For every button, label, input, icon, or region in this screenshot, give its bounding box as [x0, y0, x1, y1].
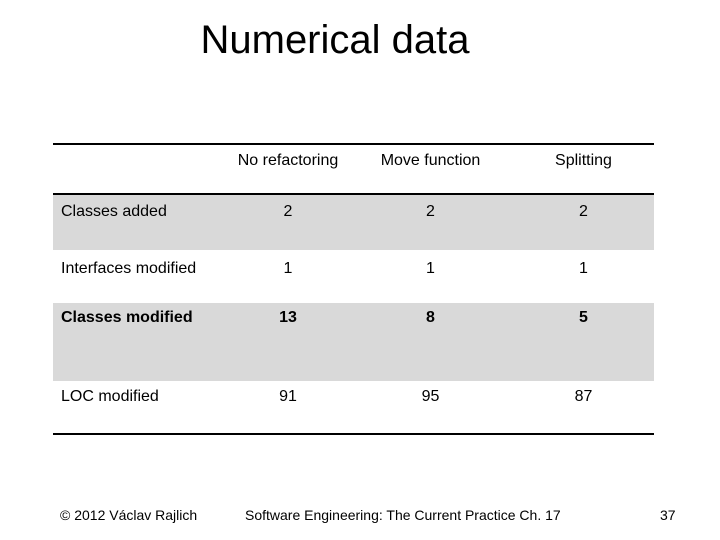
row-label: Classes added	[61, 203, 167, 220]
slide-title: Numerical data	[200, 18, 470, 62]
table-cell: 2	[283, 203, 293, 220]
table-row: Classes added 2 2 2	[53, 195, 654, 250]
table-cell: 1	[579, 260, 588, 277]
header-cell-splitting: Splitting	[555, 152, 612, 169]
table-row: Classes modified 13 8 5	[53, 303, 654, 381]
course-footer: Software Engineering: The Current Practi…	[245, 507, 561, 523]
data-table: No refactoring Move function Splitting C…	[53, 143, 654, 435]
table-cell: 5	[579, 309, 588, 326]
table-cell: 2	[579, 203, 588, 220]
table-cell: 2	[426, 203, 435, 220]
row-label: LOC modified	[61, 388, 159, 405]
header-cell-move-function: Move function	[380, 152, 481, 169]
page-number: 37	[660, 507, 676, 523]
row-label: Interfaces modified	[61, 260, 197, 277]
header-cell-empty	[53, 145, 228, 150]
table-row: Interfaces modified 1 1 1	[53, 250, 654, 303]
header-cell-no-refactoring: No refactoring	[237, 152, 339, 169]
table-cell: 95	[421, 388, 440, 405]
table-row: LOC modified 91 95 87	[53, 381, 654, 433]
table-cell: 1	[426, 260, 435, 277]
table-cell: 8	[426, 309, 435, 326]
table-cell: 1	[283, 260, 293, 277]
table-cell: 13	[279, 309, 297, 326]
table-cell: 91	[279, 388, 297, 405]
table-header-row: No refactoring Move function Splitting	[53, 145, 654, 195]
row-label: Classes modified	[61, 309, 193, 326]
copyright-footer: © 2012 Václav Rajlich	[60, 507, 198, 523]
table-cell: 87	[574, 388, 593, 405]
